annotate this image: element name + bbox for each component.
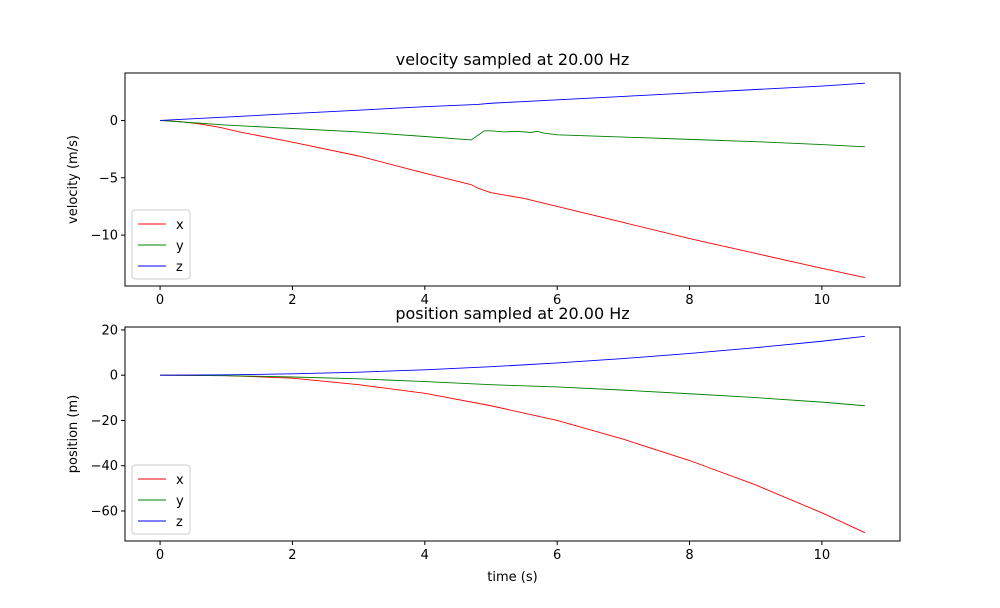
position-xtick-label: 2: [288, 548, 296, 563]
velocity-series-x-line: [160, 120, 866, 278]
velocity-legend-z-label: z: [176, 260, 183, 275]
velocity-series-z-line: [160, 82, 865, 121]
velocity-xtick-label: 0: [156, 293, 164, 308]
position-series-x-line: [160, 374, 866, 534]
velocity-xtick-label: 10: [814, 293, 831, 308]
position-xtick-label: 8: [685, 548, 693, 563]
position-ytick-label: 0: [110, 369, 118, 384]
velocity-xtick-label: 2: [288, 293, 296, 308]
velocity-axes-frame: [124, 72, 901, 287]
velocity-legend-x-label: x: [176, 218, 184, 233]
velocity-ylabel: velocity (m/s): [66, 135, 81, 224]
position-legend-x-label: x: [176, 473, 184, 488]
position-ylabel: position (m): [66, 395, 81, 473]
position-ytick-label: −20: [91, 414, 118, 429]
position-series-z-line: [160, 335, 865, 376]
position-chart-title: position sampled at 20.00 Hz: [395, 304, 629, 323]
position-legend: xyz: [131, 464, 191, 535]
velocity-chart-title: velocity sampled at 20.00 Hz: [396, 50, 630, 69]
velocity-series-y-line: [160, 120, 865, 148]
velocity-ytick-label: 0: [110, 114, 118, 129]
position-axes-frame: [124, 326, 901, 542]
position-xtick-label: 6: [553, 548, 561, 563]
position-xtick-label: 0: [156, 548, 164, 563]
position-xlabel: time (s): [487, 570, 537, 585]
position-legend-y-label: y: [176, 494, 184, 509]
velocity-ytick-label: −5: [99, 171, 118, 186]
position-ytick-label: 20: [101, 323, 118, 338]
velocity-subplot: velocity sampled at 20.00 Hz 0 2 4 6 8 10 −10 −5…: [66, 50, 901, 308]
velocity-xtick-label: 8: [685, 293, 693, 308]
position-xtick-label: 10: [814, 548, 831, 563]
position-series-y-line: [160, 374, 865, 407]
velocity-xtick-label: 4: [421, 293, 429, 308]
velocity-legend: xyz: [131, 209, 191, 280]
position-xtick-label: 4: [421, 548, 429, 563]
velocity-ytick-label: −10: [91, 229, 118, 244]
velocity-series-group: [160, 82, 866, 278]
position-series-group: [160, 335, 866, 534]
position-subplot: position sampled at 20.00 Hz 0 2 4 6 8 10 −60 −4…: [66, 304, 901, 585]
velocity-legend-y-label: y: [176, 239, 184, 254]
velocity-xtick-label: 6: [553, 293, 561, 308]
position-ytick-label: −40: [91, 459, 118, 474]
position-legend-z-label: z: [176, 515, 183, 530]
position-ytick-label: −60: [91, 504, 118, 519]
